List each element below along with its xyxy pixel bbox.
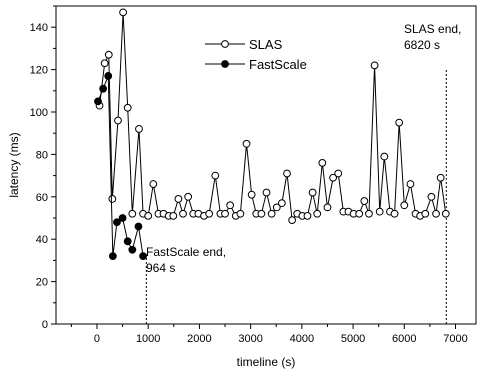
data-point-fastscale [118, 214, 127, 222]
data-point-slas [108, 195, 117, 203]
data-point-slas [427, 192, 436, 201]
data-point-slas [149, 180, 158, 188]
data-point-slas [174, 195, 183, 203]
data-point-slas [303, 211, 312, 220]
data-point-fastscale [123, 237, 132, 246]
data-point-slas [432, 209, 440, 218]
data-point-fastscale [99, 84, 108, 93]
y-tick-label: 120 [30, 65, 48, 77]
data-point-slas [441, 209, 450, 218]
legend-label: SLAS [249, 37, 283, 52]
x-tick-label: 7000 [443, 333, 467, 345]
data-point-slas [288, 216, 297, 225]
x-tick-label: 0 [94, 333, 100, 345]
data-point-slas [221, 209, 229, 218]
data-point-slas [272, 203, 281, 212]
data-point-slas [144, 211, 153, 220]
y-tick-label: 60 [36, 192, 48, 204]
data-point-slas [211, 171, 220, 180]
data-point-slas [184, 192, 193, 201]
data-point-slas [421, 209, 430, 218]
y-tick-label: 0 [42, 319, 48, 331]
y-tick-label: 40 [36, 234, 48, 246]
data-point-slas [262, 188, 271, 197]
plot-frame [55, 5, 477, 325]
data-point-slas [323, 203, 332, 212]
y-tick-label: 100 [30, 107, 48, 119]
x-tick-label: 1000 [136, 333, 160, 345]
data-point-slas [169, 211, 178, 220]
data-point-slas [375, 207, 384, 216]
y-axis-label: latency (ms) [7, 132, 21, 197]
data-point-slas [334, 169, 343, 178]
legend-label: FastScale [249, 57, 307, 72]
x-tick-label: 4000 [290, 333, 314, 345]
x-tick-label: 6000 [392, 333, 416, 345]
data-point-slas [380, 152, 389, 161]
legend-marker [221, 40, 229, 48]
y-tick-label: 140 [30, 22, 48, 34]
data-point-slas [247, 190, 256, 199]
x-tick-label: 5000 [341, 333, 365, 345]
y-tick-label: 80 [36, 149, 48, 161]
data-point-fastscale [139, 252, 147, 261]
data-point-slas [205, 209, 214, 218]
data-point-slas [277, 199, 286, 208]
data-point-slas [104, 50, 113, 59]
annotation-text: 6820 s [404, 38, 440, 52]
data-point-slas [390, 209, 399, 218]
annotation-text: SLAS end, [404, 22, 461, 36]
data-point-slas [436, 173, 445, 182]
data-point-slas [257, 209, 266, 218]
data-point-slas [329, 173, 337, 182]
data-point-slas [406, 180, 415, 188]
data-point-fastscale [94, 97, 102, 106]
data-point-slas [360, 197, 369, 205]
data-point-slas [135, 125, 143, 133]
data-point-fastscale [128, 245, 137, 254]
data-point-slas [365, 209, 373, 218]
data-point-slas [400, 201, 409, 210]
annotation-text: FastScale end, [146, 245, 226, 259]
x-tick-label: 2000 [187, 333, 211, 345]
legend-marker [221, 60, 229, 68]
data-point-slas [236, 209, 245, 218]
data-point-slas [395, 118, 404, 127]
data-point-fastscale [134, 222, 143, 231]
x-tick-label: 3000 [238, 333, 262, 345]
data-point-slas [100, 59, 109, 68]
data-point-slas [283, 169, 291, 178]
data-point-slas [370, 61, 379, 70]
data-point-slas [128, 209, 137, 218]
data-point-slas [355, 209, 364, 218]
data-point-slas [114, 116, 122, 125]
data-point-slas [318, 158, 327, 167]
data-point-slas [308, 188, 317, 197]
data-point-slas [226, 201, 235, 210]
annotation-text: 964 s [146, 261, 175, 275]
data-point-slas [119, 8, 127, 17]
y-tick-label: 20 [36, 277, 48, 289]
data-point-slas [179, 209, 187, 218]
data-point-slas [267, 209, 276, 218]
data-point-fastscale [113, 218, 121, 227]
data-point-fastscale [108, 252, 117, 261]
data-point-slas [123, 103, 132, 112]
x-axis-label: timeline (s) [237, 355, 296, 369]
data-point-slas [313, 209, 322, 218]
data-point-fastscale [104, 72, 113, 80]
data-point-slas [242, 139, 251, 148]
